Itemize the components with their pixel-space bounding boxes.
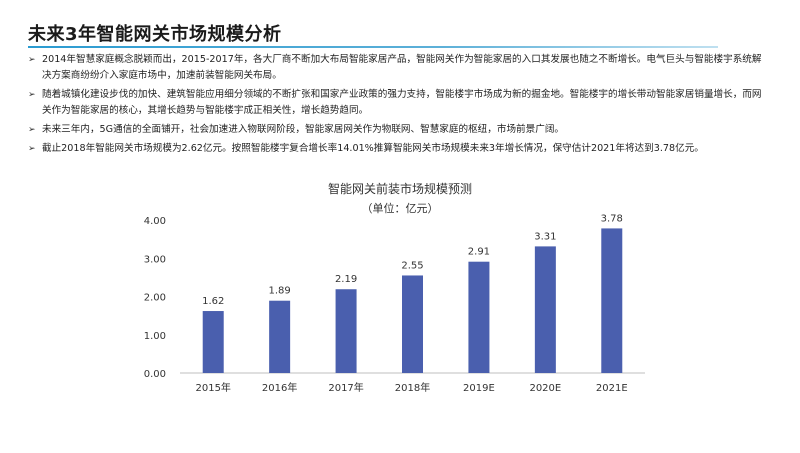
chart-subtitle: （单位：亿元） [362, 201, 439, 215]
data-label: 2.91 [468, 247, 490, 258]
bullet-text: 2014年智慧家庭概念脱颖而出，2015-2017年，各大厂商不断加大布局智能家… [42, 54, 762, 81]
bullet-text: 截止2018年智能网关市场规模为2.62亿元。按照智能楼宇复合增长率14.01%… [42, 143, 704, 154]
bar [468, 261, 490, 373]
bar-chart: 智能网关前装市场规模预测 （单位：亿元） 0.00 1.00 2.00 3.00 4.0… [0, 175, 800, 449]
arrow-bullet-icon: ➢ [28, 90, 36, 100]
data-label: 3.31 [534, 231, 556, 242]
x-tick-label: 2017年 [328, 381, 363, 394]
data-labels: 1.62 1.89 2.19 2.55 2.91 3.31 3.78 [202, 213, 623, 307]
bullet-item: ➢ 2014年智慧家庭概念脱颖而出，2015-2017年，各大厂商不断加大布局智… [28, 52, 766, 84]
y-tick-label: 3.00 [144, 254, 166, 265]
x-axis: 2015年 2016年 2017年 2018年 2019E 2020E 2021E [180, 372, 645, 394]
bullet-list: ➢ 2014年智慧家庭概念脱颖而出，2015-2017年，各大厂商不断加大布局智… [28, 52, 766, 160]
bullet-item: ➢ 未来三年内，5G通信的全面铺开，社会加速进入物联网阶段，智能家居网关作为物联… [28, 122, 766, 138]
data-label: 2.19 [335, 274, 357, 285]
bullet-text: 未来三年内，5G通信的全面铺开，社会加速进入物联网阶段，智能家居网关作为物联网、… [42, 124, 565, 135]
x-tick-label: 2018年 [395, 381, 430, 394]
chart-svg: 智能网关前装市场规模预测 （单位：亿元） 0.00 1.00 2.00 3.00 4.0… [144, 181, 645, 394]
y-tick-label: 4.00 [144, 216, 166, 227]
title-divider [28, 46, 718, 48]
bar [202, 311, 224, 373]
data-label: 1.62 [202, 296, 224, 307]
bullet-item: ➢ 随着城镇化建设步伐的加快、建筑智能应用细分领域的不断扩张和国家产业政策的强力… [28, 87, 766, 119]
bullet-item: ➢ 截止2018年智能网关市场规模为2.62亿元。按照智能楼宇复合增长率14.0… [28, 141, 766, 157]
x-tick-label: 2016年 [262, 381, 297, 394]
bullet-text: 随着城镇化建设步伐的加快、建筑智能应用细分领域的不断扩张和国家产业政策的强力支持… [42, 89, 762, 116]
bar-series [202, 228, 623, 373]
bar [601, 228, 623, 373]
chart-title: 智能网关前装市场规模预测 [328, 181, 472, 196]
bar [269, 300, 291, 373]
arrow-bullet-icon: ➢ [28, 55, 36, 65]
arrow-bullet-icon: ➢ [28, 144, 36, 154]
y-tick-label: 1.00 [144, 331, 166, 342]
x-tick-label: 2020E [529, 383, 561, 394]
y-tick-label: 0.00 [144, 369, 166, 380]
y-tick-label: 2.00 [144, 293, 166, 304]
arrow-bullet-icon: ➢ [28, 125, 36, 135]
x-tick-label: 2021E [596, 383, 628, 394]
data-label: 3.78 [601, 213, 623, 224]
x-tick-label: 2019E [463, 383, 495, 394]
y-axis: 0.00 1.00 2.00 3.00 4.00 [144, 216, 166, 380]
bar [402, 275, 423, 373]
x-tick-label: 2015年 [195, 381, 230, 394]
bar [335, 289, 357, 373]
page-title: 未来3年智能网关市场规模分析 [28, 24, 282, 45]
data-label: 2.55 [401, 260, 423, 271]
bar [534, 246, 556, 373]
data-label: 1.89 [269, 286, 291, 297]
